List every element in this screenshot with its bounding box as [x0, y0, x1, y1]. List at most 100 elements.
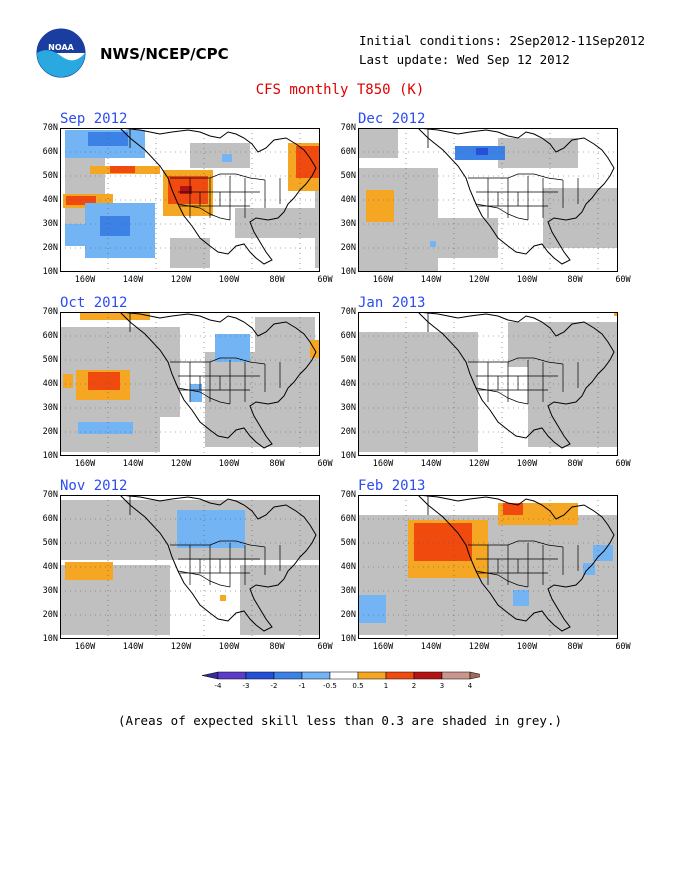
coastline: [417, 495, 615, 632]
colorbar-label: 4: [468, 682, 473, 690]
anomaly-patch: [315, 148, 320, 268]
coastline: [417, 128, 615, 265]
lat-label: 10N: [340, 451, 356, 461]
anomaly-patch: [498, 138, 578, 168]
lat-label: 30N: [42, 403, 58, 413]
panel-title-jan: Jan 2013: [358, 295, 426, 311]
anomaly-patch: [240, 565, 320, 635]
anomaly-patch: [438, 218, 498, 258]
anomaly-patch: [614, 312, 618, 316]
anomaly-patch: [255, 317, 315, 357]
anomaly-patch: [528, 367, 618, 447]
panel-title-sep: Sep 2012: [60, 111, 128, 127]
colorbar-label: 1: [384, 682, 388, 690]
lat-label: 70N: [42, 307, 58, 317]
anomaly-patch: [220, 595, 226, 601]
anomaly-patch: [358, 332, 478, 452]
colorbar-segment: [301, 671, 331, 680]
anomaly-patch: [177, 510, 245, 548]
map-panel-sep: [60, 128, 320, 272]
lat-label: 10N: [42, 634, 58, 644]
lat-label: 30N: [340, 403, 356, 413]
anomaly-patch: [503, 503, 523, 515]
lon-label: 140W: [420, 459, 442, 469]
lat-label: 70N: [340, 307, 356, 317]
svg-text:NOAA: NOAA: [48, 43, 74, 52]
lon-label: 60W: [615, 642, 631, 652]
colorbar-segment: [413, 671, 443, 680]
lon-label: 100W: [218, 275, 240, 285]
colorbar-low-end: [201, 671, 219, 680]
coastline: [119, 312, 317, 449]
anomaly-patch: [190, 384, 202, 402]
lat-label: 70N: [340, 123, 356, 133]
lon-label: 80W: [269, 275, 285, 285]
colorbar-segment: [441, 671, 471, 680]
lon-label: 60W: [317, 275, 333, 285]
colorbar-label: 3: [440, 682, 444, 690]
figure-title: CFS monthly T850 (K): [255, 82, 425, 98]
lon-label: 80W: [567, 275, 583, 285]
noaa-logo-icon: NOAA: [36, 28, 86, 78]
anomaly-patch: [170, 238, 210, 268]
anomaly-patch: [414, 523, 472, 561]
coastline: [119, 495, 317, 632]
map-panel-dec: [358, 128, 618, 272]
initial-conditions-text: Initial conditions: 2Sep2012-11Sep2012: [359, 33, 645, 48]
lon-label: 120W: [170, 642, 192, 652]
anomaly-patch: [430, 241, 436, 247]
anomaly-patch: [358, 128, 398, 158]
colorbar-segment: [329, 671, 359, 680]
lat-label: 50N: [42, 538, 58, 548]
lat-label: 60N: [42, 331, 58, 341]
lon-label: 140W: [122, 459, 144, 469]
colorbar-segment: [357, 671, 387, 680]
lon-label: 100W: [516, 642, 538, 652]
lon-label: 60W: [615, 275, 631, 285]
anomaly-patch: [215, 334, 250, 362]
map-panel-nov: [60, 495, 320, 639]
lon-label: 160W: [372, 459, 394, 469]
panel-title-nov: Nov 2012: [60, 478, 128, 494]
lat-label: 20N: [340, 427, 356, 437]
colorbar-label: -3: [243, 682, 250, 690]
lat-label: 50N: [340, 171, 356, 181]
lon-label: 140W: [122, 275, 144, 285]
lat-label: 50N: [42, 355, 58, 365]
map-panel-jan: [358, 312, 618, 456]
lat-label: 70N: [42, 490, 58, 500]
lon-label: 160W: [74, 275, 96, 285]
lon-label: 120W: [468, 275, 490, 285]
anomaly-patch: [222, 154, 232, 162]
colorbar-label: 0.5: [352, 682, 363, 690]
lat-label: 50N: [340, 355, 356, 365]
lat-label: 10N: [340, 267, 356, 277]
coastline: [119, 128, 317, 265]
anomaly-patch: [205, 352, 320, 447]
colorbar-label: -0.5: [323, 682, 337, 690]
anomaly-patch: [100, 216, 130, 236]
lat-label: 20N: [42, 427, 58, 437]
anomaly-patch: [296, 146, 320, 178]
lat-label: 50N: [42, 171, 58, 181]
anomaly-patch: [366, 190, 394, 222]
lat-label: 40N: [340, 195, 356, 205]
anomaly-patch: [78, 422, 133, 434]
lat-label: 30N: [340, 219, 356, 229]
colorbar-segment: [217, 671, 247, 680]
lat-label: 20N: [340, 243, 356, 253]
lat-label: 50N: [340, 538, 356, 548]
lon-label: 60W: [317, 642, 333, 652]
last-update-text: Last update: Wed Sep 12 2012: [359, 52, 570, 67]
lon-label: 160W: [372, 642, 394, 652]
anomaly-patch: [190, 143, 250, 168]
panel-title-oct: Oct 2012: [60, 295, 128, 311]
lat-label: 60N: [42, 147, 58, 157]
lat-label: 30N: [340, 586, 356, 596]
anomaly-patch: [88, 372, 120, 390]
colorbar-segment: [385, 671, 415, 680]
lat-label: 40N: [42, 562, 58, 572]
lon-label: 100W: [516, 459, 538, 469]
colorbar-label: 2: [412, 682, 416, 690]
colorbar-label: -1: [299, 682, 306, 690]
